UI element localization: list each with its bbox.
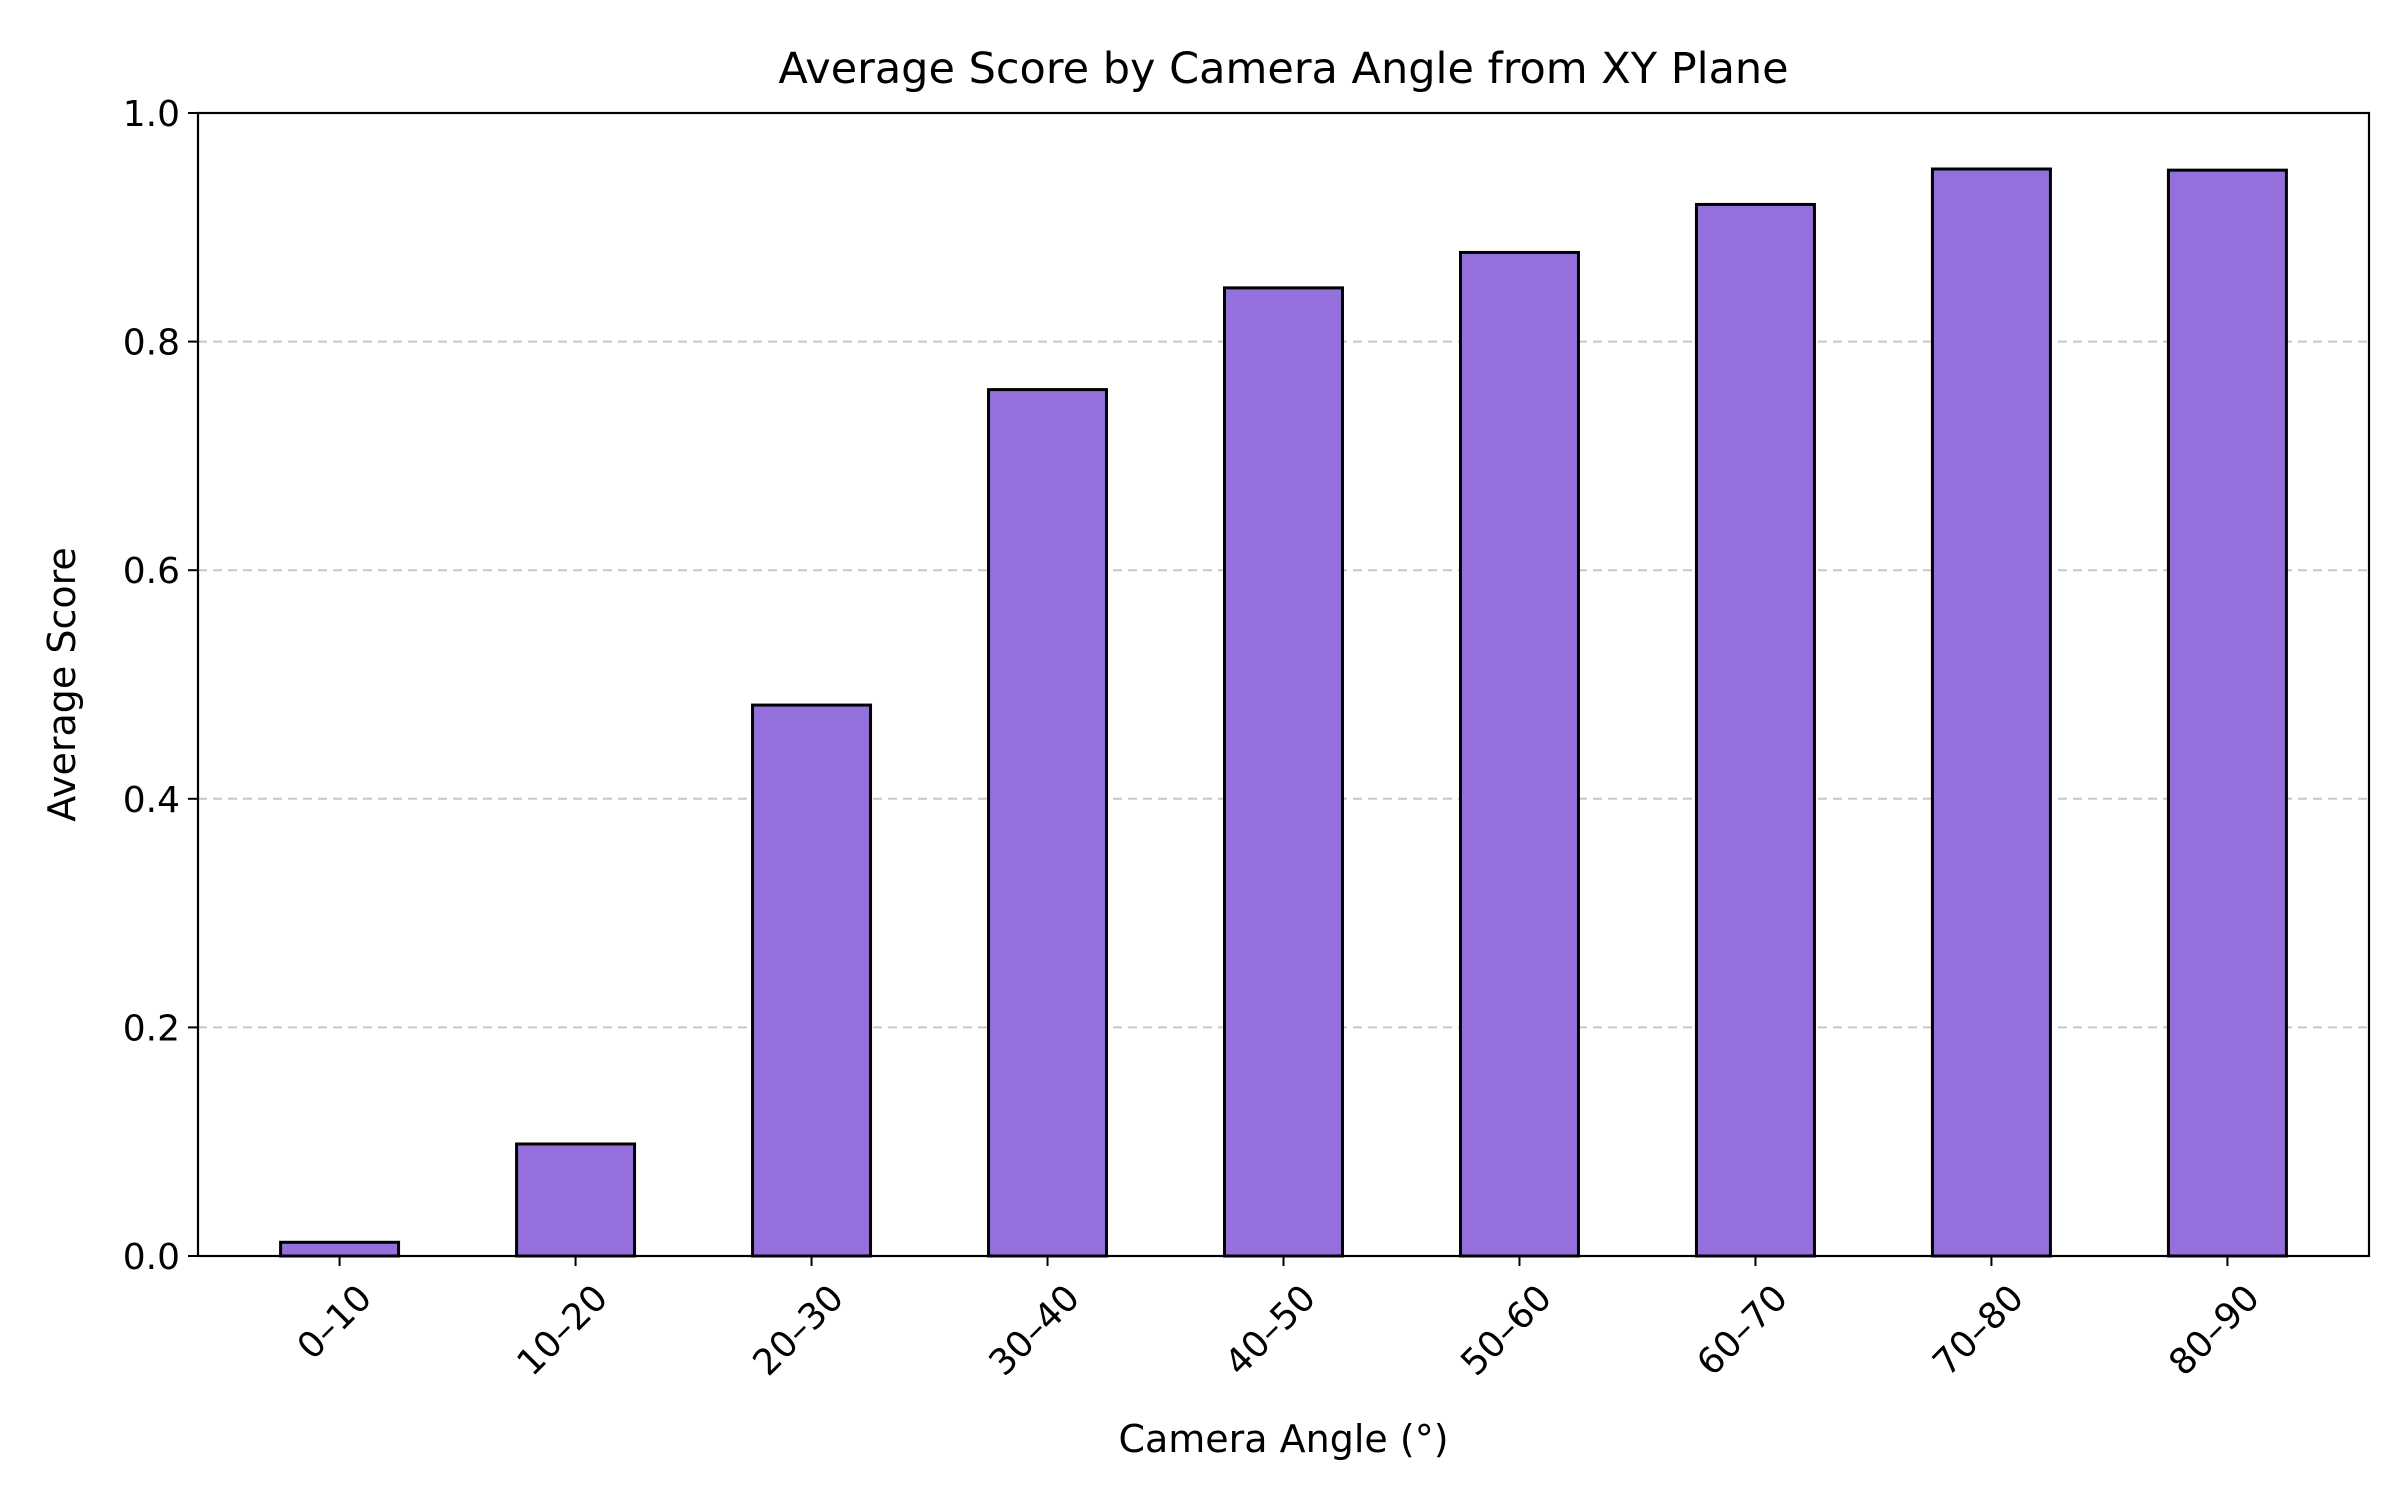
x-tick-label: 20–30 [745, 1277, 852, 1384]
x-tick-label: 80–90 [2161, 1277, 2268, 1384]
x-tick-label: 60–70 [1689, 1277, 1796, 1384]
y-tick-label: 0.8 [123, 323, 180, 364]
y-tick-label: 0.6 [123, 551, 180, 592]
bar-0 [279, 1240, 401, 1258]
x-tick-label: 40–50 [1217, 1277, 1324, 1384]
bar-5 [1458, 250, 1580, 1258]
x-tick-label: 30–40 [981, 1277, 1088, 1384]
bar-8 [2166, 168, 2288, 1258]
y-tick-label: 0.4 [123, 780, 180, 821]
x-tick-label: 70–80 [1925, 1277, 2032, 1384]
bar-2 [751, 703, 873, 1258]
bars [279, 167, 2288, 1258]
x-tick-label: 0–10 [290, 1277, 380, 1367]
y-tick-label: 0.0 [123, 1237, 180, 1278]
x-tick-label: 50–60 [1453, 1277, 1560, 1384]
bar-1 [515, 1142, 637, 1258]
bar-6 [1694, 202, 1816, 1258]
y-axis-label: Average Score [40, 547, 84, 822]
bar-4 [1223, 286, 1344, 1258]
x-tick-label: 10–20 [510, 1277, 617, 1384]
x-axis-label: Camera Angle (°) [1118, 1417, 1448, 1461]
y-tick-label: 0.2 [123, 1008, 180, 1049]
bar-3 [987, 388, 1109, 1258]
chart-title: Average Score by Camera Angle from XY Pl… [778, 44, 1788, 94]
y-tick-label: 1.0 [123, 94, 180, 135]
bar-7 [1930, 167, 2052, 1258]
